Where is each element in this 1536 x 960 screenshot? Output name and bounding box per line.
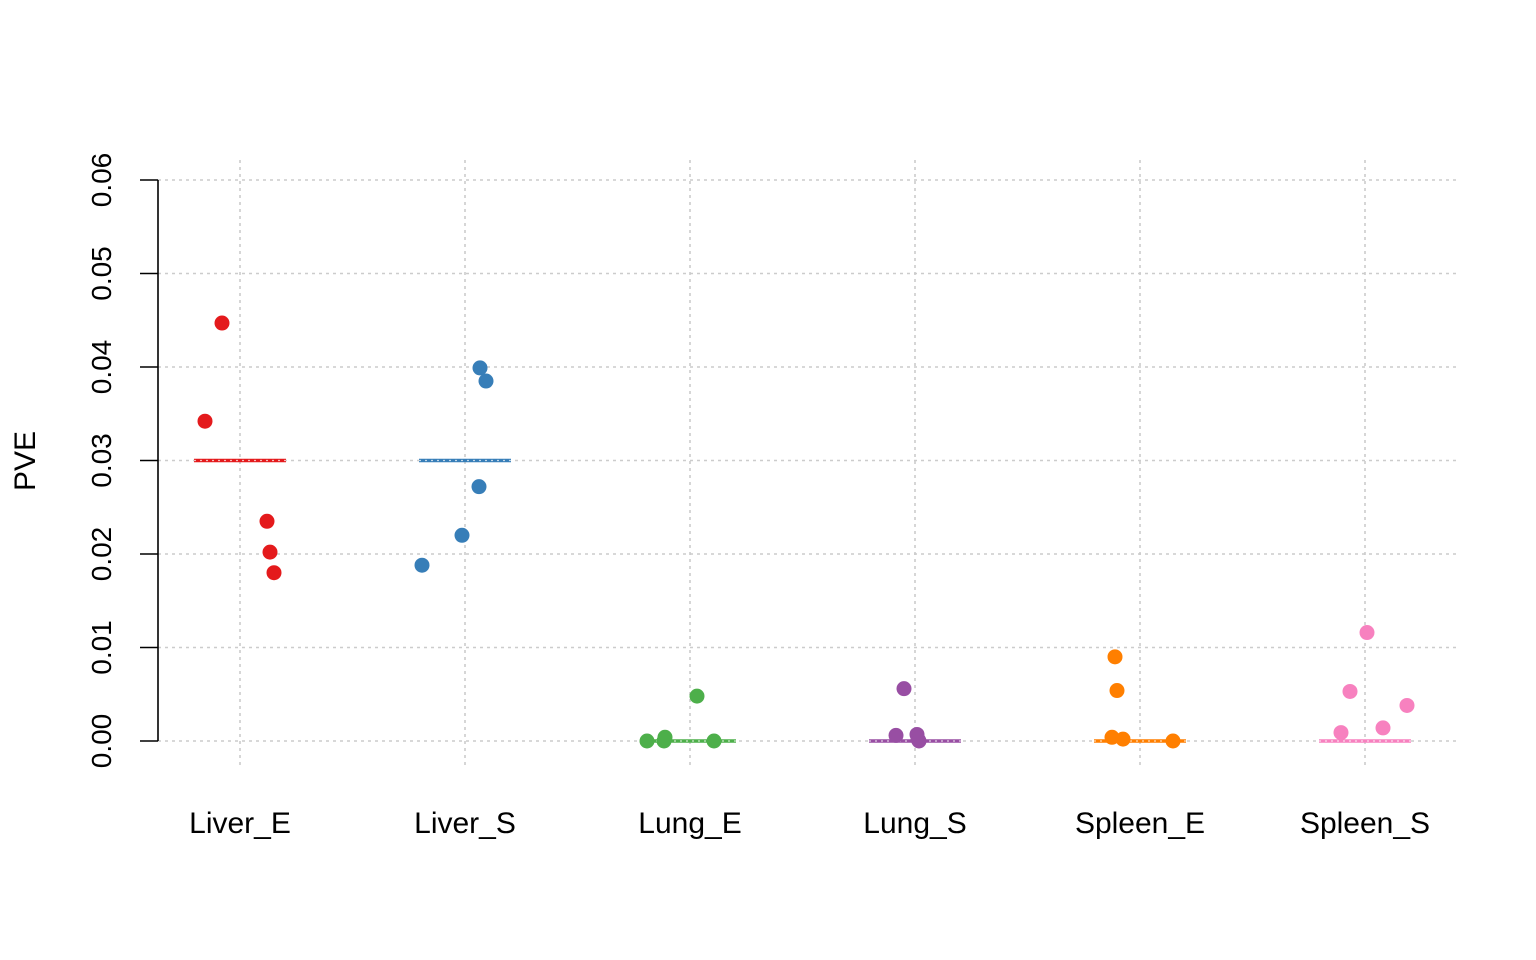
- grid-lines: [158, 160, 1456, 768]
- y-tick-label: 0.00: [86, 714, 117, 769]
- y-tick-label: 0.05: [86, 246, 117, 301]
- data-point: [896, 681, 912, 697]
- y-tick-label: 0.03: [86, 433, 117, 488]
- data-point: [888, 727, 904, 743]
- data-point: [471, 479, 487, 495]
- y-tick-label: 0.06: [86, 153, 117, 208]
- data-point: [259, 513, 275, 529]
- data-point: [1342, 683, 1358, 699]
- data-point: [1375, 720, 1391, 736]
- data-point: [911, 733, 927, 749]
- x-tick-labels: Liver_E Liver_S Lung_E Lung_S Spleen_E Spleen…: [189, 807, 1430, 840]
- data-point: [262, 544, 278, 560]
- x-tick-label: Liver_E: [189, 807, 291, 840]
- data-point: [639, 733, 655, 749]
- data-point: [472, 360, 488, 376]
- y-axis: 0.00 0.01 0.02 0.03 0.04 0.05 0.06: [86, 153, 159, 769]
- data-point: [1359, 625, 1375, 641]
- data-point: [414, 557, 430, 573]
- data-point: [214, 315, 230, 331]
- data-point: [1115, 731, 1131, 747]
- x-tick-label: Spleen_S: [1300, 807, 1430, 840]
- data-point: [1107, 649, 1123, 665]
- data-point: [197, 413, 213, 429]
- x-tick-label: Liver_S: [414, 807, 516, 840]
- data-point: [656, 733, 672, 749]
- y-tick-label: 0.04: [86, 340, 117, 395]
- y-axis-label: PVE: [9, 431, 42, 491]
- data-point: [1399, 697, 1415, 713]
- x-tick-label: Lung_E: [638, 807, 741, 840]
- data-point: [1333, 725, 1349, 741]
- median-lines: [194, 458, 1411, 743]
- data-point: [1165, 733, 1181, 749]
- data-point: [706, 733, 722, 749]
- data-point: [1109, 683, 1125, 699]
- x-tick-label: Lung_S: [863, 807, 966, 840]
- data-points: [197, 315, 1415, 749]
- data-point: [454, 527, 470, 543]
- y-tick-label: 0.01: [86, 620, 117, 675]
- data-point: [689, 688, 705, 704]
- x-tick-label: Spleen_E: [1075, 807, 1205, 840]
- y-tick-label: 0.02: [86, 527, 117, 582]
- data-point: [478, 373, 494, 389]
- data-point: [266, 565, 282, 581]
